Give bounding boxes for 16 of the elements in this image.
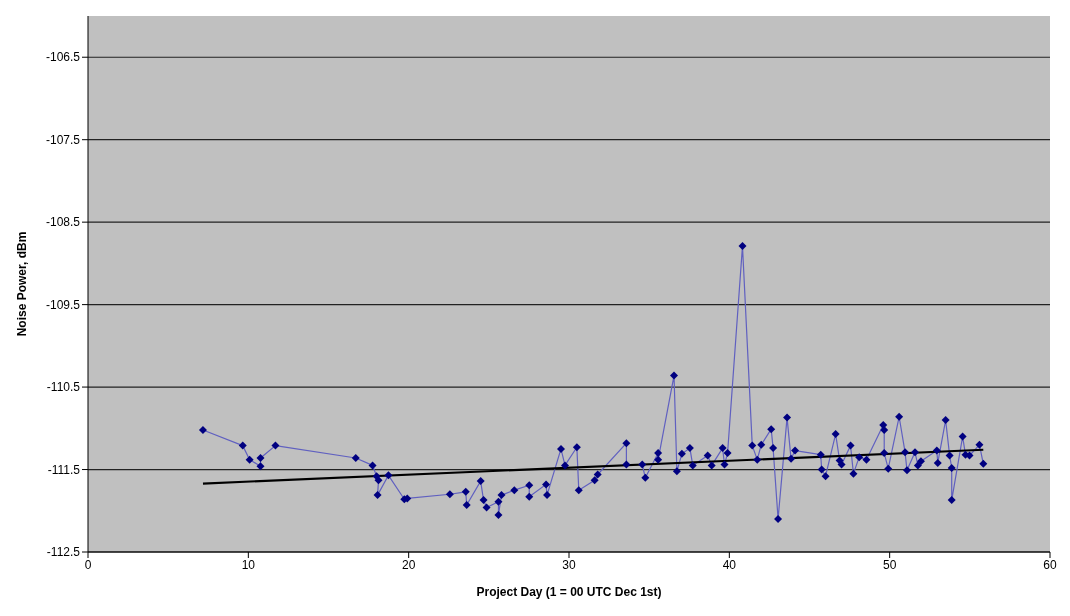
y-tick-label: -111.5 — [47, 462, 81, 477]
x-tick-label: 0 — [84, 557, 92, 572]
x-tick-label: 10 — [241, 557, 256, 572]
y-tick-label: -106.5 — [45, 50, 81, 65]
x-tick-label: 60 — [1043, 557, 1057, 572]
x-tick-label: 40 — [722, 557, 737, 572]
y-tick-label: -109.5 — [45, 297, 81, 312]
x-tick-label: 50 — [882, 557, 897, 572]
x-tick-label: 30 — [562, 557, 576, 572]
y-tick-label: -110.5 — [46, 380, 81, 395]
y-tick-label: -107.5 — [45, 132, 81, 147]
y-tick-label: -108.5 — [45, 215, 81, 230]
y-tick-label: -112.5 — [46, 545, 81, 560]
y-axis-title: Noise Power, dBm — [15, 231, 30, 337]
x-tick-label: 20 — [401, 557, 416, 572]
x-axis-title: Project Day (1 = 00 UTC Dec 1st) — [476, 585, 662, 599]
